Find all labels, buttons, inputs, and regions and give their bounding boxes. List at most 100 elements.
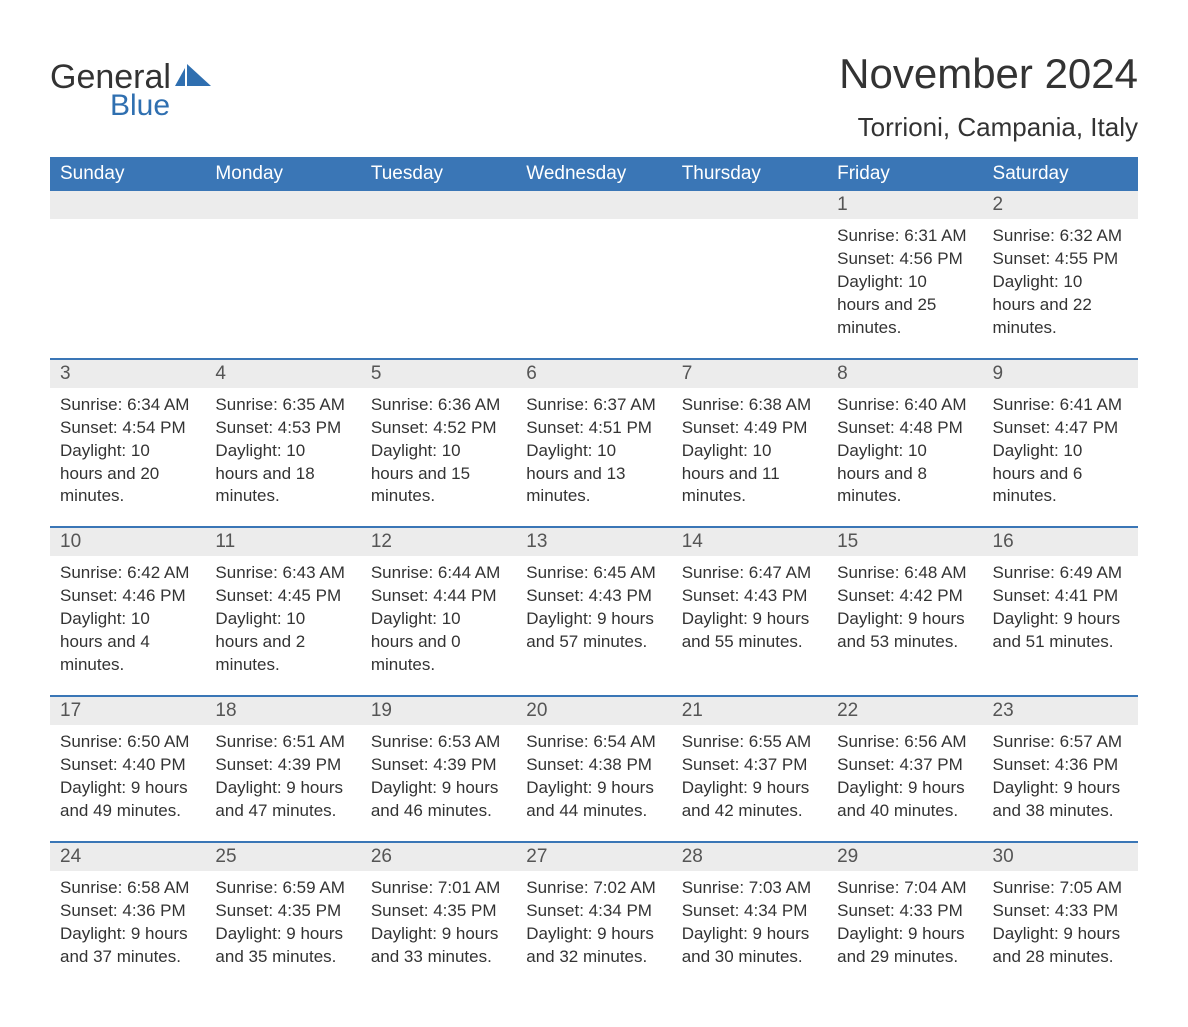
daylight-line: Daylight: 9 hours and 29 minutes. [837, 923, 972, 969]
empty-day [516, 191, 671, 219]
day-number: 17 [50, 697, 205, 725]
calendar-cell: 29Sunrise: 7:04 AMSunset: 4:33 PMDayligh… [827, 842, 982, 987]
calendar-cell: 15Sunrise: 6:48 AMSunset: 4:42 PMDayligh… [827, 527, 982, 696]
day-number: 7 [672, 360, 827, 388]
sunrise-line: Sunrise: 6:56 AM [837, 731, 972, 754]
sunrise-line: Sunrise: 7:01 AM [371, 877, 506, 900]
sunset-line: Sunset: 4:47 PM [993, 417, 1128, 440]
day-details: Sunrise: 7:04 AMSunset: 4:33 PMDaylight:… [827, 871, 982, 987]
daylight-line: Daylight: 10 hours and 11 minutes. [682, 440, 817, 509]
calendar-cell: 28Sunrise: 7:03 AMSunset: 4:34 PMDayligh… [672, 842, 827, 987]
daylight-line: Daylight: 10 hours and 0 minutes. [371, 608, 506, 677]
day-details: Sunrise: 6:53 AMSunset: 4:39 PMDaylight:… [361, 725, 516, 841]
day-number: 10 [50, 528, 205, 556]
sunset-line: Sunset: 4:46 PM [60, 585, 195, 608]
daylight-line: Daylight: 9 hours and 38 minutes. [993, 777, 1128, 823]
calendar-cell: 20Sunrise: 6:54 AMSunset: 4:38 PMDayligh… [516, 696, 671, 842]
sunset-line: Sunset: 4:35 PM [215, 900, 350, 923]
daylight-line: Daylight: 9 hours and 47 minutes. [215, 777, 350, 823]
calendar-cell: 22Sunrise: 6:56 AMSunset: 4:37 PMDayligh… [827, 696, 982, 842]
sunset-line: Sunset: 4:54 PM [60, 417, 195, 440]
sunrise-line: Sunrise: 6:57 AM [993, 731, 1128, 754]
brand-logo: General Blue [50, 50, 213, 123]
day-number: 16 [983, 528, 1138, 556]
calendar-cell: 7Sunrise: 6:38 AMSunset: 4:49 PMDaylight… [672, 359, 827, 528]
daylight-line: Daylight: 9 hours and 35 minutes. [215, 923, 350, 969]
month-title: November 2024 [839, 50, 1138, 98]
day-number: 25 [205, 843, 360, 871]
day-details: Sunrise: 7:03 AMSunset: 4:34 PMDaylight:… [672, 871, 827, 987]
daylight-line: Daylight: 9 hours and 37 minutes. [60, 923, 195, 969]
day-details: Sunrise: 6:47 AMSunset: 4:43 PMDaylight:… [672, 556, 827, 672]
calendar-cell: 13Sunrise: 6:45 AMSunset: 4:43 PMDayligh… [516, 527, 671, 696]
day-number: 30 [983, 843, 1138, 871]
day-details: Sunrise: 6:31 AMSunset: 4:56 PMDaylight:… [827, 219, 982, 358]
sunrise-line: Sunrise: 6:43 AM [215, 562, 350, 585]
title-block: November 2024 Torrioni, Campania, Italy [839, 50, 1138, 143]
sunrise-line: Sunrise: 6:47 AM [682, 562, 817, 585]
day-details: Sunrise: 6:51 AMSunset: 4:39 PMDaylight:… [205, 725, 360, 841]
daylight-line: Daylight: 10 hours and 4 minutes. [60, 608, 195, 677]
sunset-line: Sunset: 4:35 PM [371, 900, 506, 923]
day-details: Sunrise: 6:45 AMSunset: 4:43 PMDaylight:… [516, 556, 671, 672]
calendar-cell: 2Sunrise: 6:32 AMSunset: 4:55 PMDaylight… [983, 191, 1138, 359]
day-details: Sunrise: 6:58 AMSunset: 4:36 PMDaylight:… [50, 871, 205, 987]
weekday-header: Tuesday [361, 157, 516, 191]
day-details: Sunrise: 6:41 AMSunset: 4:47 PMDaylight:… [983, 388, 1138, 527]
calendar-cell: 3Sunrise: 6:34 AMSunset: 4:54 PMDaylight… [50, 359, 205, 528]
sunset-line: Sunset: 4:36 PM [60, 900, 195, 923]
day-details: Sunrise: 6:40 AMSunset: 4:48 PMDaylight:… [827, 388, 982, 527]
day-details: Sunrise: 6:56 AMSunset: 4:37 PMDaylight:… [827, 725, 982, 841]
sunrise-line: Sunrise: 6:32 AM [993, 225, 1128, 248]
sunset-line: Sunset: 4:44 PM [371, 585, 506, 608]
day-number: 8 [827, 360, 982, 388]
sunrise-line: Sunrise: 6:55 AM [682, 731, 817, 754]
sunset-line: Sunset: 4:51 PM [526, 417, 661, 440]
day-number: 15 [827, 528, 982, 556]
calendar-week: 1Sunrise: 6:31 AMSunset: 4:56 PMDaylight… [50, 191, 1138, 359]
sunset-line: Sunset: 4:55 PM [993, 248, 1128, 271]
daylight-line: Daylight: 10 hours and 2 minutes. [215, 608, 350, 677]
weekday-header: Monday [205, 157, 360, 191]
day-details: Sunrise: 6:38 AMSunset: 4:49 PMDaylight:… [672, 388, 827, 527]
sunset-line: Sunset: 4:53 PM [215, 417, 350, 440]
day-number: 22 [827, 697, 982, 725]
day-number: 9 [983, 360, 1138, 388]
empty-day [50, 191, 205, 219]
day-number: 21 [672, 697, 827, 725]
day-number: 2 [983, 191, 1138, 219]
day-details: Sunrise: 6:32 AMSunset: 4:55 PMDaylight:… [983, 219, 1138, 358]
day-details: Sunrise: 6:57 AMSunset: 4:36 PMDaylight:… [983, 725, 1138, 841]
empty-day [672, 191, 827, 219]
calendar-cell [50, 191, 205, 359]
calendar-cell: 27Sunrise: 7:02 AMSunset: 4:34 PMDayligh… [516, 842, 671, 987]
calendar-cell: 26Sunrise: 7:01 AMSunset: 4:35 PMDayligh… [361, 842, 516, 987]
calendar-cell: 23Sunrise: 6:57 AMSunset: 4:36 PMDayligh… [983, 696, 1138, 842]
day-number: 28 [672, 843, 827, 871]
day-number: 11 [205, 528, 360, 556]
sunset-line: Sunset: 4:41 PM [993, 585, 1128, 608]
day-number: 13 [516, 528, 671, 556]
day-number: 6 [516, 360, 671, 388]
calendar-page: General Blue November 2024 Torrioni, Cam… [0, 0, 1188, 1027]
weekday-header: Thursday [672, 157, 827, 191]
sunrise-line: Sunrise: 6:42 AM [60, 562, 195, 585]
sunset-line: Sunset: 4:56 PM [837, 248, 972, 271]
calendar-cell: 4Sunrise: 6:35 AMSunset: 4:53 PMDaylight… [205, 359, 360, 528]
daylight-line: Daylight: 9 hours and 46 minutes. [371, 777, 506, 823]
day-details: Sunrise: 6:54 AMSunset: 4:38 PMDaylight:… [516, 725, 671, 841]
sunrise-line: Sunrise: 6:59 AM [215, 877, 350, 900]
sunrise-line: Sunrise: 6:41 AM [993, 394, 1128, 417]
calendar-cell [672, 191, 827, 359]
calendar-cell: 5Sunrise: 6:36 AMSunset: 4:52 PMDaylight… [361, 359, 516, 528]
sunrise-line: Sunrise: 6:35 AM [215, 394, 350, 417]
daylight-line: Daylight: 10 hours and 6 minutes. [993, 440, 1128, 509]
sunrise-line: Sunrise: 6:34 AM [60, 394, 195, 417]
day-details: Sunrise: 6:43 AMSunset: 4:45 PMDaylight:… [205, 556, 360, 695]
day-details: Sunrise: 6:36 AMSunset: 4:52 PMDaylight:… [361, 388, 516, 527]
day-number: 20 [516, 697, 671, 725]
calendar-cell: 14Sunrise: 6:47 AMSunset: 4:43 PMDayligh… [672, 527, 827, 696]
daylight-line: Daylight: 9 hours and 42 minutes. [682, 777, 817, 823]
sunrise-line: Sunrise: 6:58 AM [60, 877, 195, 900]
calendar-cell: 30Sunrise: 7:05 AMSunset: 4:33 PMDayligh… [983, 842, 1138, 987]
